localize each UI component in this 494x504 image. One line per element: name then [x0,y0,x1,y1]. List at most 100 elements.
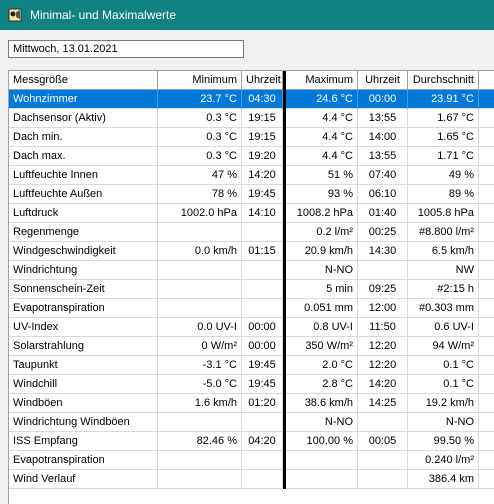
column-separator [283,299,286,318]
column-separator [283,451,286,470]
cell-average: 1.67 °C [408,109,479,128]
cell-max-time: 00:05 [358,432,408,451]
cell-messgroesse: Taupunkt [9,356,158,375]
column-separator [283,223,286,242]
cell-maximum: 51 % [286,166,358,185]
column-header-maximum[interactable]: Maximum [286,71,358,90]
cell-maximum: 24.6 °C [286,90,358,109]
table-row[interactable]: Dach max. 0.3 °C 19:20 4.4 °C 13:55 1.71 °C [9,147,494,166]
cell-messgroesse: ISS Empfang [9,432,158,451]
table-row[interactable]: Windrichtung Windböen N-NO N-NO [9,413,494,432]
column-header-minimum[interactable]: Minimum [158,71,242,90]
cell-min-time: 19:15 [242,128,283,147]
table-row[interactable]: Luftdruck 1002.0 hPa 14:10 1008.2 hPa 01:40 1… [9,204,494,223]
column-separator [283,375,286,394]
cell-minimum: 1002.0 hPa [158,204,242,223]
column-header-messgroesse[interactable]: Messgröße [9,71,158,90]
cell-minimum: 78 % [158,185,242,204]
table-row[interactable]: Windrichtung N-NO NW [9,261,494,280]
cell-average: 1005.8 hPa [408,204,479,223]
cell-min-time: 14:10 [242,204,283,223]
table-row[interactable]: Luftfeuchte Außen 78 % 19:45 93 % 06:10 89 % [9,185,494,204]
cell-messgroesse: Regenmenge [9,223,158,242]
cell-minimum: 0.0 UV-I [158,318,242,337]
cell-messgroesse: Windrichtung Windböen [9,413,158,432]
cell-average: 1.71 °C [408,147,479,166]
values-grid[interactable]: Messgröße Minimum Uhrzeit Maximum Uhrzei… [8,70,494,504]
cell-max-time: 09:25 [358,280,408,299]
cell-average: 1.65 °C [408,128,479,147]
cell-max-time: 00:25 [358,223,408,242]
table-row[interactable]: Dachsensor (Aktiv) 0.3 °C 19:15 4.4 °C 13:55… [9,109,494,128]
cell-maximum: N-NO [286,261,358,280]
cell-minimum [158,280,242,299]
date-field[interactable]: Mittwoch, 13.01.2021 [8,40,244,58]
cell-max-time [358,451,408,470]
cell-min-time [242,470,283,489]
cell-messgroesse: Windböen [9,394,158,413]
cell-messgroesse: Windrichtung [9,261,158,280]
cell-maximum: 5 min [286,280,358,299]
table-row[interactable]: Wind Verlauf 386.4 km [9,470,494,489]
cell-average: #8.800 l/m² [408,223,479,242]
column-separator [283,432,286,451]
cell-minimum [158,261,242,280]
table-row[interactable]: Regenmenge 0.2 l/m² 00:25 #8.800 l/m² [9,223,494,242]
cell-minimum [158,413,242,432]
column-separator [283,90,286,109]
cell-average: 0.240 l/m² [408,451,479,470]
cell-maximum: 350 W/m² [286,337,358,356]
table-row[interactable]: Taupunkt -3.1 °C 19:45 2.0 °C 12:20 0.1 °C [9,356,494,375]
table-row[interactable]: Evapotranspiration 0.240 l/m² [9,451,494,470]
cell-average: 0.6 UV-I [408,318,479,337]
cell-minimum: 0 W/m² [158,337,242,356]
cell-minimum [158,470,242,489]
cell-min-time: 14:20 [242,166,283,185]
table-row[interactable]: Windböen 1.6 km/h 01:20 38.6 km/h 14:25 19.2 … [9,394,494,413]
column-header-max-time[interactable]: Uhrzeit [358,71,408,90]
cell-maximum: 0.051 mm [286,299,358,318]
column-separator [283,166,286,185]
cell-max-time: 01:40 [358,204,408,223]
table-row[interactable]: Wohnzimmer 23.7 °C 04:30 24.6 °C 00:00 23.91 … [9,90,494,109]
cell-minimum: 82.46 % [158,432,242,451]
table-row[interactable]: UV-Index 0.0 UV-I 00:00 0.8 UV-I 11:50 0.6 UV… [9,318,494,337]
table-row[interactable]: Solarstrahlung 0 W/m² 00:00 350 W/m² 12:20 94… [9,337,494,356]
cell-maximum: 0.2 l/m² [286,223,358,242]
column-separator [283,337,286,356]
cell-max-time: 11:50 [358,318,408,337]
cell-min-time [242,413,283,432]
cell-average: N-NO [408,413,479,432]
cell-min-time: 19:20 [242,147,283,166]
cell-maximum: 2.0 °C [286,356,358,375]
cell-maximum: 2.8 °C [286,375,358,394]
table-row[interactable]: Sonnenschein-Zeit 5 min 09:25 #2:15 h [9,280,494,299]
table-row[interactable]: ISS Empfang 82.46 % 04:20 100.00 % 00:05 99.5… [9,432,494,451]
column-separator [283,394,286,413]
cell-minimum [158,451,242,470]
cell-max-time: 07:40 [358,166,408,185]
column-separator [283,470,286,489]
column-header-min-time[interactable]: Uhrzeit [242,71,283,90]
app-icon [8,8,22,22]
cell-messgroesse: Windchill [9,375,158,394]
cell-maximum: 93 % [286,185,358,204]
column-separator [283,109,286,128]
cell-average: 23.91 °C [408,90,479,109]
table-row[interactable]: Windchill -5.0 °C 19:45 2.8 °C 14:20 0.1 °C [9,375,494,394]
cell-min-time: 19:45 [242,185,283,204]
table-row[interactable]: Windgeschwindigkeit 0.0 km/h 01:15 20.9 km/… [9,242,494,261]
cell-maximum: N-NO [286,413,358,432]
cell-minimum [158,299,242,318]
column-header-average[interactable]: Durchschnitt [408,71,479,90]
table-row[interactable]: Dach min. 0.3 °C 19:15 4.4 °C 14:00 1.65 °C [9,128,494,147]
cell-minimum: 47 % [158,166,242,185]
cell-minimum: 1.6 km/h [158,394,242,413]
column-separator [283,356,286,375]
table-row[interactable]: Evapotranspiration 0.051 mm 12:00 #0.303 mm [9,299,494,318]
table-row[interactable]: Luftfeuchte Innen 47 % 14:20 51 % 07:40 49 % [9,166,494,185]
cell-min-time: 19:45 [242,356,283,375]
cell-maximum [286,451,358,470]
cell-minimum: 0.0 km/h [158,242,242,261]
cell-minimum: -5.0 °C [158,375,242,394]
